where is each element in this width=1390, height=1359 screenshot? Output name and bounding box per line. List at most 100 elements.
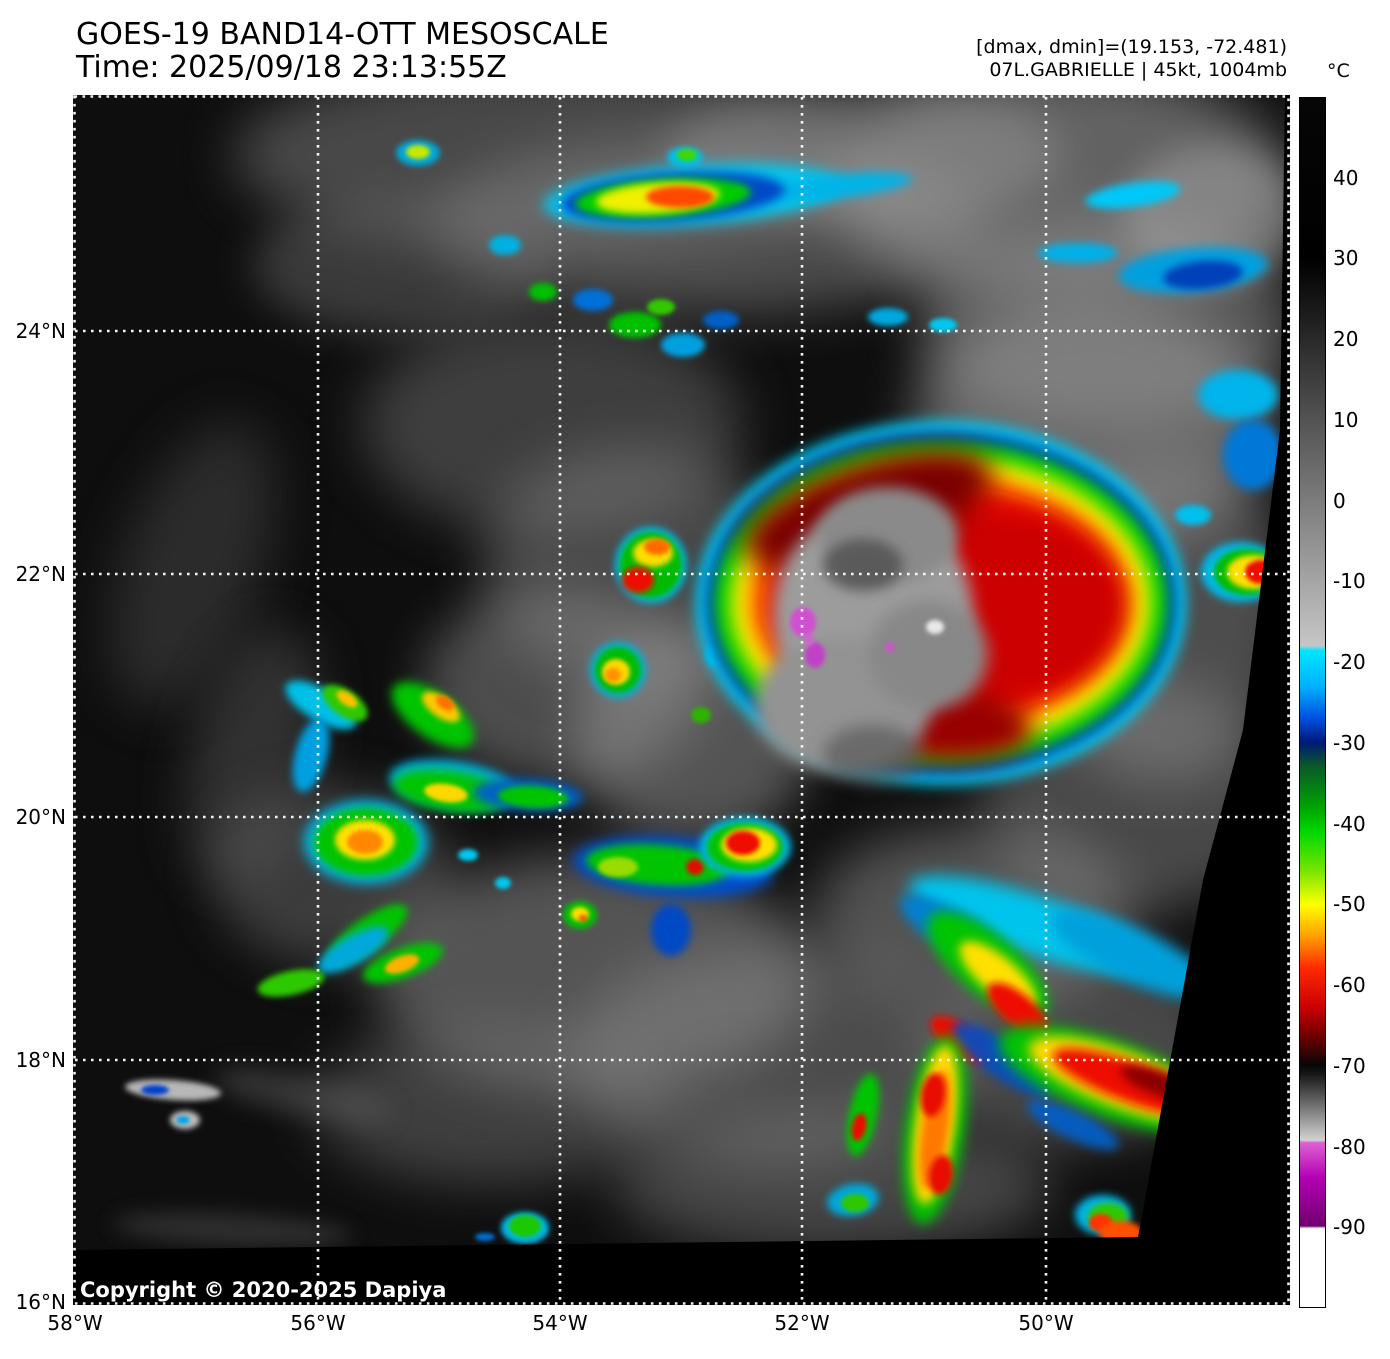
cloud-blob [509,1215,541,1237]
colorbar-tick-label: -90 [1333,1215,1366,1240]
cloud-blob [646,186,714,208]
plot-border [73,95,1290,1305]
dmax-dmin-annotation: [dmax, dmin]=(19.153, -72.481) [976,36,1287,58]
colorbar-tick-label: -20 [1333,650,1366,675]
cloud-blob [347,830,383,854]
cloud-blob [805,642,825,668]
cloud-blob [868,600,988,710]
cloud-blob [605,668,621,682]
cloud-blob [113,1212,353,1248]
cloud-blob [885,642,895,652]
cloud-blob [598,857,638,877]
satellite-scene [73,95,1290,1305]
cloud-blob [125,1079,221,1101]
cloud-blob [384,954,420,974]
colorbar-tick-label: 30 [1333,246,1359,271]
cloud-blob [647,299,675,315]
cloud-blob [109,422,277,708]
cloud-blob [579,915,587,921]
cloud-blob [1175,505,1211,525]
cloud-blob [1027,1100,1119,1150]
cloud-blob [424,783,468,803]
cloud-blob [929,318,957,332]
cloud-blob [436,695,454,711]
cloud-blob [529,283,557,301]
colorbar-tick-label: 40 [1333,165,1359,190]
cloud-blob [176,1116,190,1124]
cloud-blob [823,725,923,785]
cloud-blob [644,539,670,555]
cloud-blob [317,926,389,974]
lat-tick-label: 24°N [15,319,66,343]
storm-info-annotation: 07L.GABRIELLE | 45kt, 1004mb [989,59,1287,81]
cloud-blob [336,690,358,708]
cloud-blob [920,1073,946,1117]
colorbar-tick-label: -70 [1333,1053,1366,1078]
cloud-blob [753,172,913,202]
cloud-blob [686,859,704,875]
cloud-blob [790,607,816,637]
no-data-region [1137,95,1290,1305]
lat-tick-label: 18°N [15,1048,66,1072]
cloud-blob [141,1085,169,1095]
page-title: GOES-19 BAND14-OTT MESOSCALE [76,17,609,52]
lon-tick-label: 50°W [1018,1311,1074,1335]
cloud-blob [987,982,1049,1038]
cloud-blob [257,969,325,997]
no-data-region [73,1237,1139,1305]
cloud-blob [651,904,691,956]
colorbar-tick-label: -80 [1333,1134,1366,1159]
title-block: GOES-19 BAND14-OTT MESOSCALE Time: 2025/… [76,18,609,84]
satellite-image-plot: Copyright © 2020-2025 Dapiya [73,95,1290,1305]
cloud-blob [804,634,814,646]
cloud-blob [406,145,430,159]
annotation-block: [dmax, dmin]=(19.153, -72.481) 07L.GABRI… [976,36,1287,82]
lon-tick-label: 56°W [290,1311,346,1335]
cloud-blob [622,567,654,593]
cloud-blob [726,831,760,855]
lat-tick-label: 16°N [15,1290,66,1314]
cloud-blob [498,785,568,809]
lon-tick-label: 54°W [532,1311,588,1335]
cloud-blob [253,195,553,335]
colorbar-unit-label: °C [1327,60,1350,82]
cloud-features [109,95,1290,1255]
cloud-blob [1163,260,1243,290]
cloud-blob [691,707,711,723]
cloud-blob [1050,910,1216,1000]
cloud-blob [391,682,475,748]
cloud-blob [841,1194,869,1212]
colorbar-tick-label: 10 [1333,407,1359,432]
cloud-blob [926,620,944,634]
lat-tick-label: 20°N [15,805,66,829]
colorbar-tick-label: 20 [1333,327,1359,352]
cloud-blob [703,311,739,329]
cloud-blob [495,877,511,889]
cloud-blob [458,849,478,861]
cloud-blob [1038,243,1118,263]
cloud-blob [573,289,613,311]
colorbar-tick-label: 0 [1333,488,1346,513]
cloud-blob [928,1155,954,1195]
cloud-blob [1198,370,1278,420]
cloud-blob [214,1067,392,1123]
cloud-blob [292,718,330,792]
colorbar-tick-label: -50 [1333,892,1366,917]
lon-tick-label: 52°W [774,1311,830,1335]
cloud-blob [313,1025,673,1185]
copyright-watermark: Copyright © 2020-2025 Dapiya [80,1278,447,1302]
colorbar-tick-label: -40 [1333,811,1366,836]
timestamp: Time: 2025/09/18 23:13:55Z [76,50,507,85]
colorbar-tick-label: -10 [1333,569,1366,594]
cloud-blob [661,333,705,357]
swath-mask [73,95,1290,1305]
colorbar-tick-label: -60 [1333,973,1366,998]
cloud-blob [1123,145,1290,285]
cloud-blob [1223,420,1283,490]
cloud-blob [613,1115,1053,1255]
cloud-blob [475,1233,495,1241]
colorbar [1299,97,1326,1308]
cloud-blob [823,539,903,591]
gridlines [73,95,1290,1305]
lat-tick-label: 22°N [15,562,66,586]
